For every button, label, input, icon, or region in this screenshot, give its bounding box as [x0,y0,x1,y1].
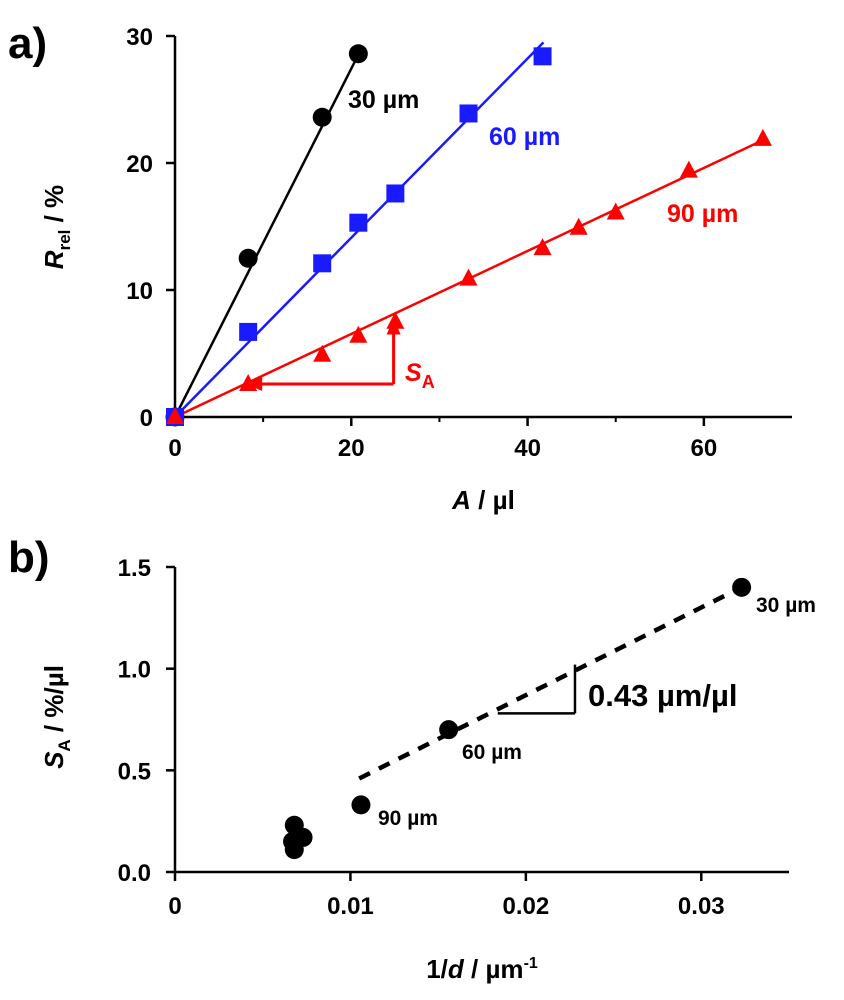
data-point-triangle [459,268,478,286]
point-label: 90 µm [378,807,438,830]
data-point-triangle [386,311,405,329]
point-label: 60 µm [462,741,522,764]
y-axis-title-a: Rrel / % [39,185,74,269]
x-axis-title-a: A / µl [451,485,515,515]
data-point-circle [238,248,258,268]
panel-label-b: b) [8,533,50,582]
x-axis-title-b: 1/d / µm-1 [426,954,538,984]
series-label-square: 60 µm [489,123,560,151]
chart-b: 0.0 0.5 1.0 1.5 0 0.01 0.02 0.03 1/d / µm-1 SA / … [39,555,816,984]
data-point-triangle [349,325,368,343]
data-point-triangle [313,344,332,362]
slope-label: 0.43 µm/µl [588,678,737,713]
data-point-triangle [533,238,552,256]
y-axis-title-b: SA / %/µl [39,665,74,769]
y-tick-label-b: 0.5 [118,758,151,785]
y-tick-label-b: 1.5 [118,555,151,582]
data-point-square [533,47,552,66]
x-tick-label-a: 60 [691,435,718,462]
x-tick-label-b: 0 [168,893,181,920]
data-point-circle [312,107,332,127]
data-point-square [459,104,478,123]
sa-horizontal-arrowhead [246,376,263,391]
sa-label: SA [405,359,435,392]
data-point-circle [284,840,304,860]
y-tick-label-b: 0.0 [118,860,151,887]
data-point-triangle [753,128,772,146]
data-point-circle [732,577,752,597]
data-point-triangle [679,160,698,178]
data-point-square [313,254,332,273]
data-point-triangle [569,217,588,235]
data-point-square [386,184,405,203]
data-point-triangle [166,407,184,424]
y-tick-label-a: 20 [126,151,153,178]
data-point-circle [439,720,459,740]
trend-line-dashed [358,585,743,781]
y-tick-label-a: 10 [126,278,153,305]
x-tick-label-b: 0.01 [327,893,374,920]
x-tick-label-a: 0 [168,435,181,462]
y-tick-label-b: 1.0 [118,657,151,684]
data-point-triangle [239,373,258,391]
fit-line-circle [173,50,362,418]
data-point-triangle [606,202,625,220]
y-tick-label-a: 30 [126,24,153,51]
y-tick-label-a: 0 [140,405,153,432]
series-label-circle: 30 µm [348,86,419,114]
panel-label-a: a) [8,19,47,68]
x-tick-label-b: 0.02 [502,893,549,920]
data-point-circle [348,44,368,64]
data-point-circle [351,795,371,815]
data-point-square [349,213,368,232]
data-point-square [239,322,258,341]
chart-a: 0 10 20 30 0 20 40 60 A / µl Rrel / % SA 30 µm 60 µm… [39,24,792,515]
series-label-triangle: 90 µm [667,200,738,228]
x-tick-label-a: 40 [514,435,541,462]
x-tick-label-b: 0.03 [678,893,725,920]
x-tick-label-a: 20 [338,435,365,462]
point-label: 30 µm [756,594,816,617]
